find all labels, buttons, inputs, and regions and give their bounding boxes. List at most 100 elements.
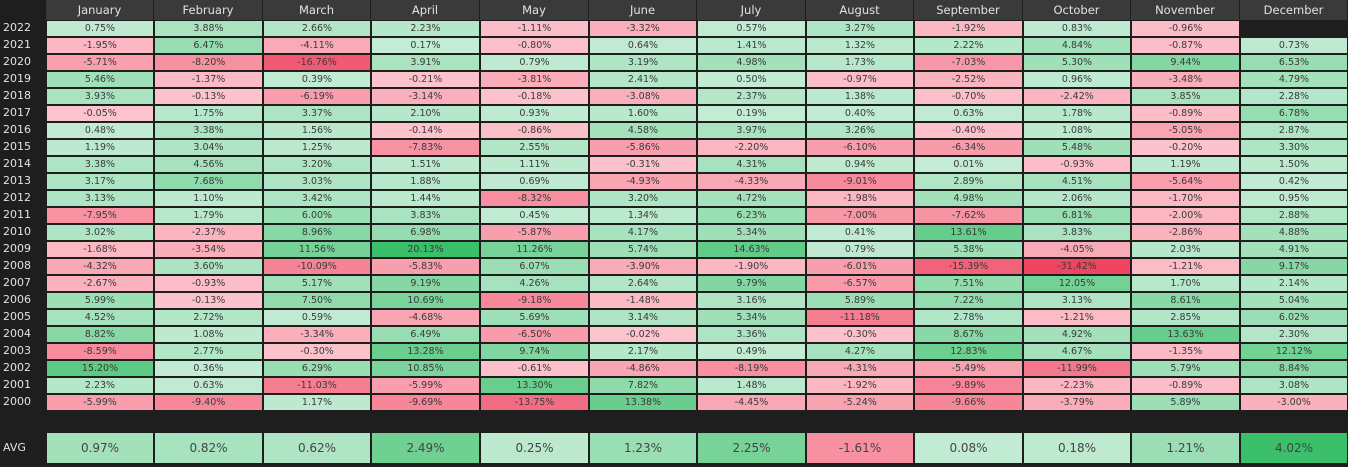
- cell-2009-december: 4.91%: [1240, 241, 1348, 258]
- avg-cell-august: -1.61%: [806, 432, 914, 464]
- cell-2012-september: 4.98%: [914, 190, 1023, 207]
- cell-2001-april: -5.99%: [371, 377, 480, 394]
- cell-2009-october: -4.05%: [1023, 241, 1131, 258]
- cell-2001-october: -2.23%: [1023, 377, 1131, 394]
- cell-2003-september: 12.83%: [914, 343, 1023, 360]
- cell-2002-december: 8.84%: [1240, 360, 1348, 377]
- cell-2019-september: -2.52%: [914, 71, 1023, 88]
- cell-2017-august: 0.40%: [806, 105, 914, 122]
- cell-2017-march: 3.37%: [263, 105, 371, 122]
- cell-2014-november: 1.19%: [1131, 156, 1240, 173]
- row-label-2018: 2018: [3, 89, 31, 102]
- cell-2016-may: -0.86%: [480, 122, 589, 139]
- cell-2011-august: -7.00%: [806, 207, 914, 224]
- cell-2018-february: -0.13%: [154, 88, 263, 105]
- cell-2013-july: -4.33%: [697, 173, 806, 190]
- row-label-2021: 2021: [3, 38, 31, 51]
- cell-2005-october: -1.21%: [1023, 309, 1131, 326]
- cell-2015-october: 5.48%: [1023, 139, 1131, 156]
- row-label-2022: 2022: [3, 21, 31, 34]
- column-header-february: February: [154, 0, 262, 20]
- cell-2008-october: -31.42%: [1023, 258, 1131, 275]
- column-header-september: September: [914, 0, 1022, 20]
- cell-2007-may: 4.26%: [480, 275, 589, 292]
- cell-2009-november: 2.03%: [1131, 241, 1240, 258]
- cell-2002-november: 5.79%: [1131, 360, 1240, 377]
- cell-2022-april: 2.23%: [371, 20, 480, 37]
- avg-cell-september: 0.08%: [914, 432, 1023, 464]
- cell-2007-october: 12.05%: [1023, 275, 1131, 292]
- cell-2015-june: -5.86%: [589, 139, 697, 156]
- cell-2016-october: 1.08%: [1023, 122, 1131, 139]
- cell-2009-july: 14.63%: [697, 241, 806, 258]
- cell-2013-december: 0.42%: [1240, 173, 1348, 190]
- row-label-2006: 2006: [3, 293, 31, 306]
- row-label-2001: 2001: [3, 378, 31, 391]
- cell-2011-april: 3.83%: [371, 207, 480, 224]
- cell-2017-february: 1.75%: [154, 105, 263, 122]
- cell-2002-august: -4.31%: [806, 360, 914, 377]
- cell-2017-may: 0.93%: [480, 105, 589, 122]
- cell-2022-july: 0.57%: [697, 20, 806, 37]
- cell-2021-january: -1.95%: [46, 37, 154, 54]
- row-label-2000: 2000: [3, 395, 31, 408]
- cell-2016-november: -5.05%: [1131, 122, 1240, 139]
- cell-2016-september: -0.40%: [914, 122, 1023, 139]
- cell-2011-july: 6.23%: [697, 207, 806, 224]
- cell-2016-july: 3.97%: [697, 122, 806, 139]
- cell-2013-february: 7.68%: [154, 173, 263, 190]
- cell-2014-september: 0.01%: [914, 156, 1023, 173]
- cell-2010-may: -5.87%: [480, 224, 589, 241]
- row-label-2007: 2007: [3, 276, 31, 289]
- cell-2022-november: -0.96%: [1131, 20, 1240, 37]
- cell-2012-august: -1.98%: [806, 190, 914, 207]
- cell-2016-january: 0.48%: [46, 122, 154, 139]
- cell-2000-may: -13.75%: [480, 394, 589, 411]
- cell-2002-july: -8.19%: [697, 360, 806, 377]
- cell-2006-september: 7.22%: [914, 292, 1023, 309]
- avg-cell-december: 4.02%: [1240, 432, 1348, 464]
- cell-2004-march: -3.34%: [263, 326, 371, 343]
- cell-2004-october: 4.92%: [1023, 326, 1131, 343]
- cell-2014-august: 0.94%: [806, 156, 914, 173]
- cell-2008-september: -15.39%: [914, 258, 1023, 275]
- cell-2016-june: 4.58%: [589, 122, 697, 139]
- cell-2013-june: -4.93%: [589, 173, 697, 190]
- cell-2005-may: 5.69%: [480, 309, 589, 326]
- column-header-august: August: [806, 0, 913, 20]
- cell-2014-march: 3.20%: [263, 156, 371, 173]
- cell-2006-march: 7.50%: [263, 292, 371, 309]
- cell-2005-september: 2.78%: [914, 309, 1023, 326]
- cell-2009-may: 11.26%: [480, 241, 589, 258]
- cell-2017-january: -0.05%: [46, 105, 154, 122]
- cell-2010-august: 0.41%: [806, 224, 914, 241]
- cell-2004-december: 2.30%: [1240, 326, 1348, 343]
- cell-2019-october: 0.96%: [1023, 71, 1131, 88]
- cell-2006-june: -1.48%: [589, 292, 697, 309]
- cell-2010-september: 13.61%: [914, 224, 1023, 241]
- cell-2013-may: 0.69%: [480, 173, 589, 190]
- cell-2018-august: 1.38%: [806, 88, 914, 105]
- cell-2014-december: 1.50%: [1240, 156, 1348, 173]
- cell-2013-march: 3.03%: [263, 173, 371, 190]
- row-label-2012: 2012: [3, 191, 31, 204]
- cell-2022-february: 3.88%: [154, 20, 263, 37]
- cell-2000-august: -5.24%: [806, 394, 914, 411]
- cell-2001-january: 2.23%: [46, 377, 154, 394]
- row-label-2020: 2020: [3, 55, 31, 68]
- avg-cell-march: 0.62%: [263, 432, 371, 464]
- cell-2000-october: -3.79%: [1023, 394, 1131, 411]
- cell-2012-may: -8.32%: [480, 190, 589, 207]
- row-label-2016: 2016: [3, 123, 31, 136]
- cell-2020-december: 6.53%: [1240, 54, 1348, 71]
- cell-2018-may: -0.18%: [480, 88, 589, 105]
- cell-2019-june: 2.41%: [589, 71, 697, 88]
- avg-cell-february: 0.82%: [154, 432, 263, 464]
- cell-2020-january: -5.71%: [46, 54, 154, 71]
- row-label-2013: 2013: [3, 174, 31, 187]
- column-header-april: April: [371, 0, 479, 20]
- cell-2019-january: 5.46%: [46, 71, 154, 88]
- cell-2022-august: 3.27%: [806, 20, 914, 37]
- cell-2011-september: -7.62%: [914, 207, 1023, 224]
- cell-2017-july: 0.19%: [697, 105, 806, 122]
